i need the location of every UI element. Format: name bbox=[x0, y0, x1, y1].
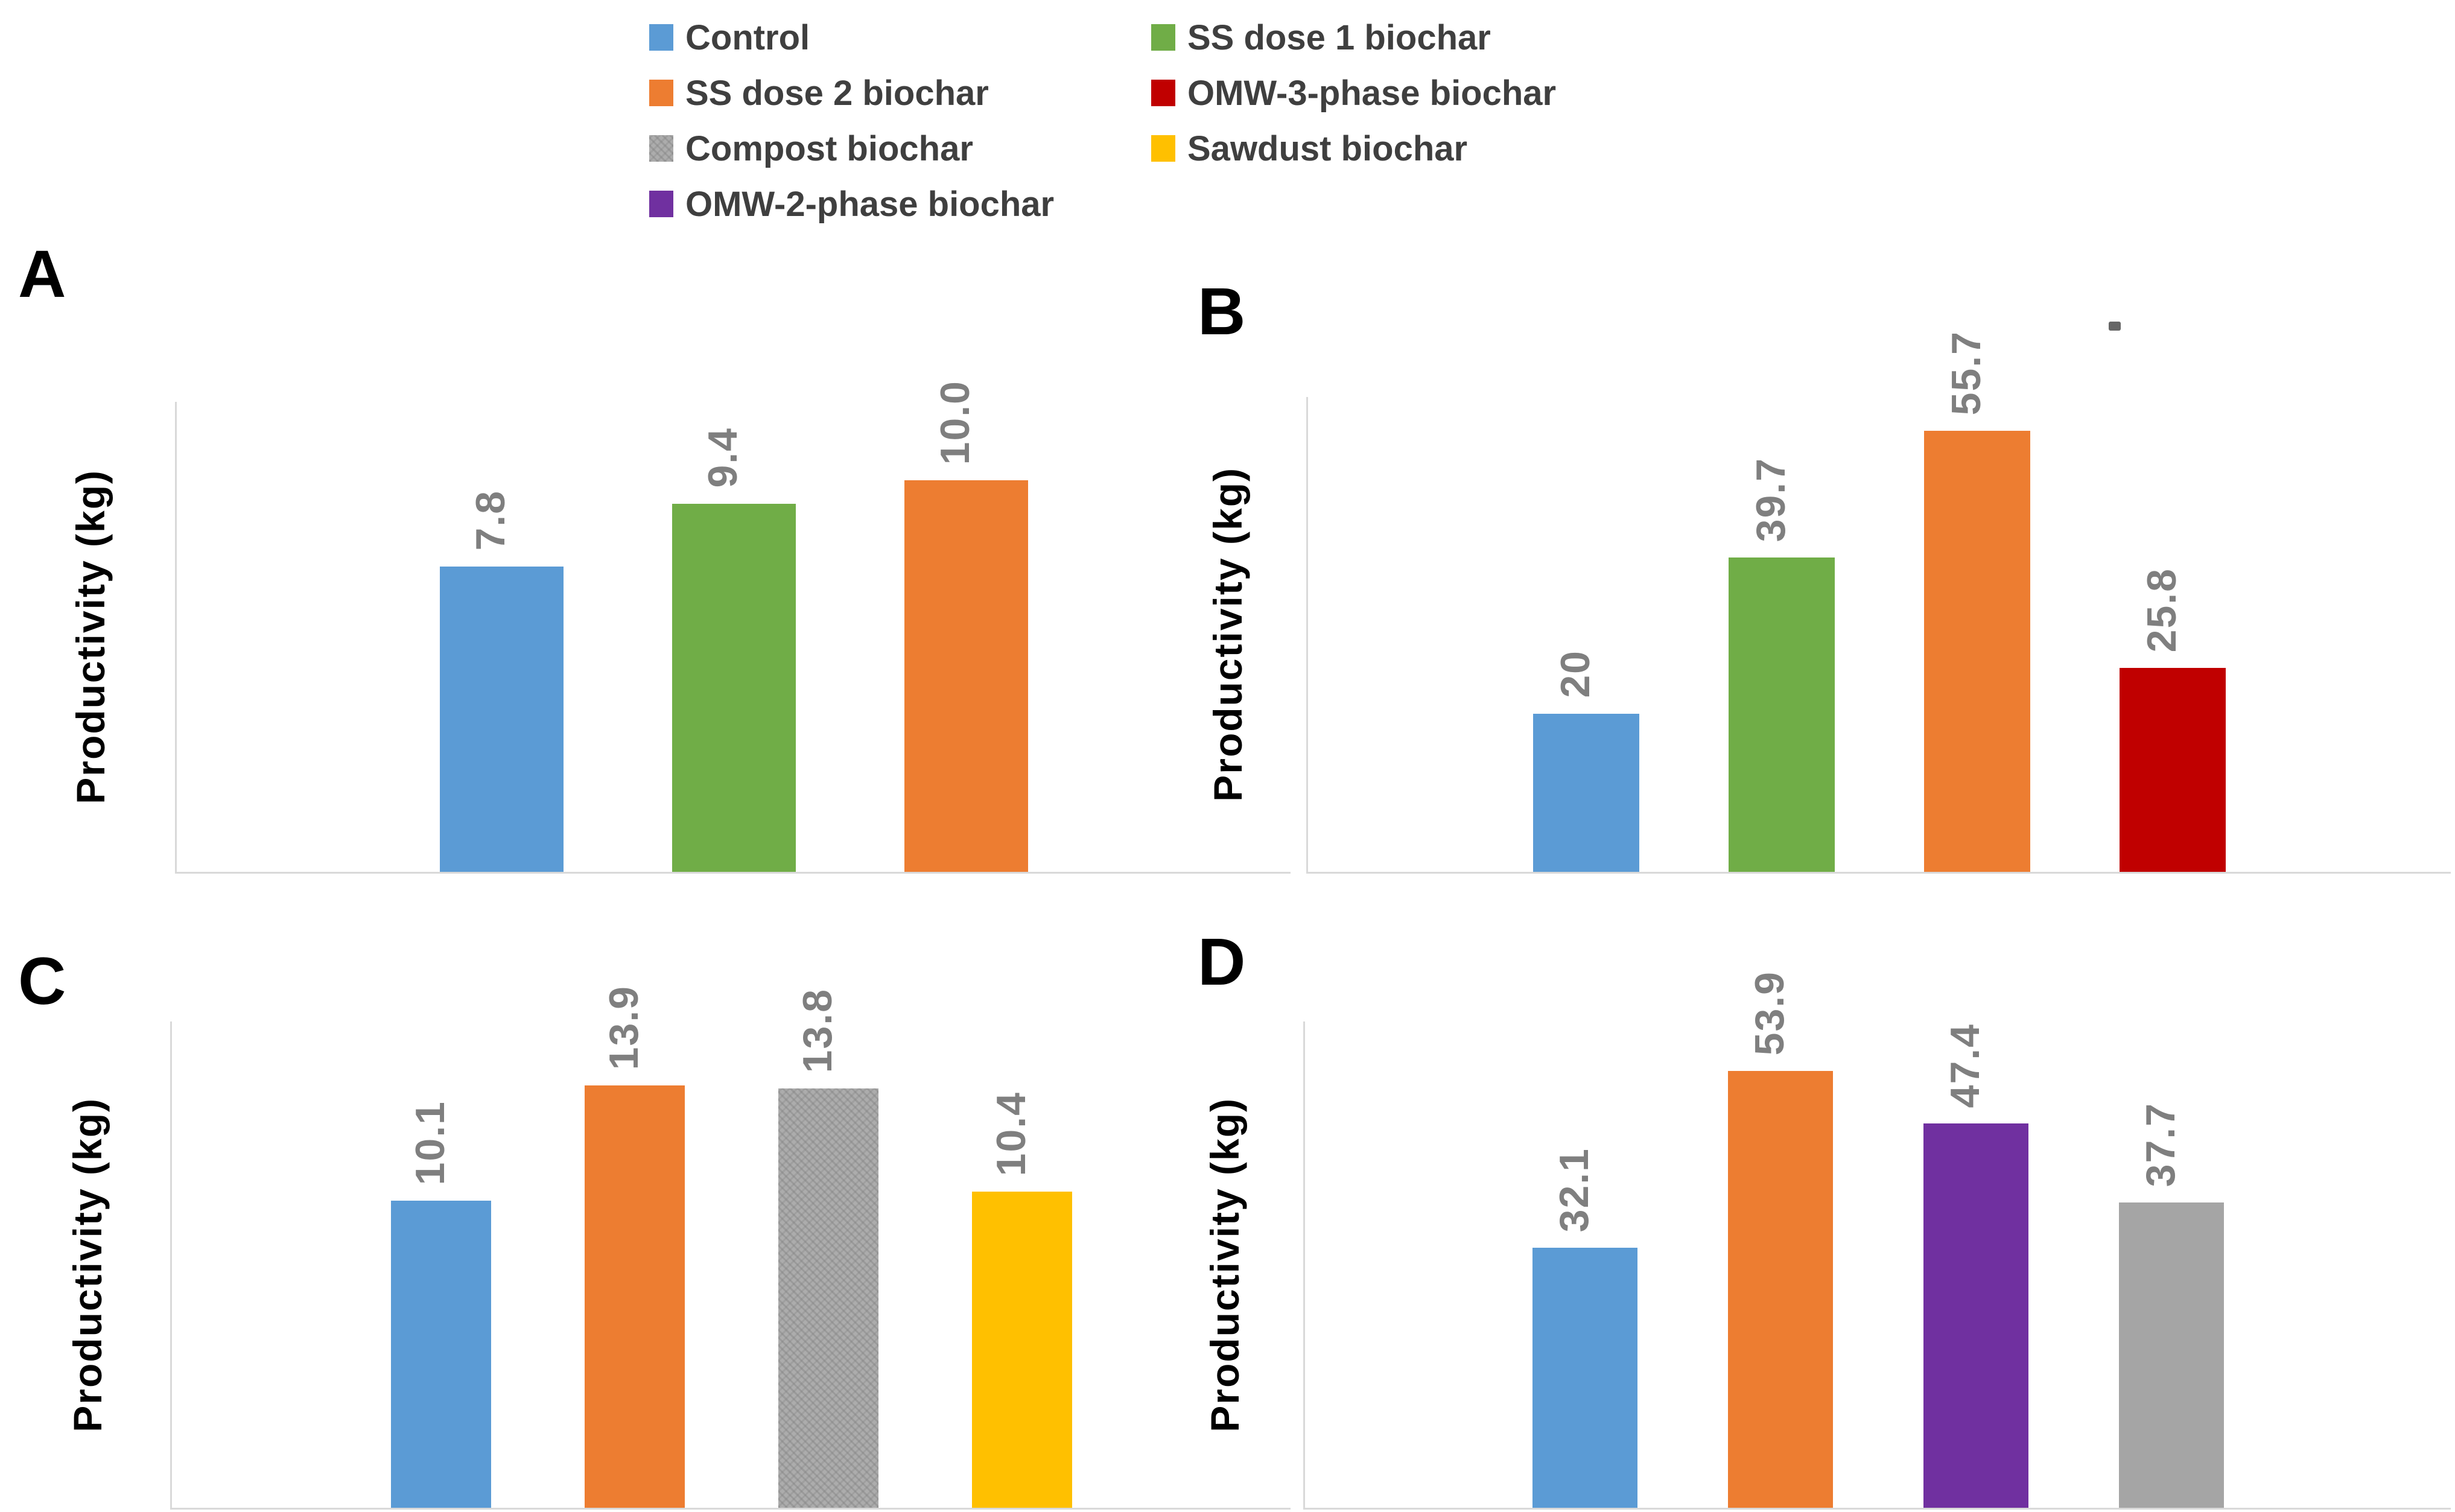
bar-ss-dose-2-biochar bbox=[1727, 1071, 1833, 1508]
bar-value-label: 10.1 bbox=[407, 1100, 453, 1185]
bar-value-label: 55.7 bbox=[1943, 330, 1989, 415]
bar-value-label: 7.8 bbox=[468, 490, 513, 551]
bar-value-label: 39.7 bbox=[1748, 457, 1794, 542]
bar-value-label: 47.4 bbox=[1942, 1023, 1988, 1108]
y-axis-label-text: Productivity (kg) bbox=[65, 1097, 110, 1432]
legend: Control SS dose 1 biochar SS dose 2 biocha… bbox=[649, 10, 1556, 232]
bar-group-ss-dose-2-biochar: 13.9 bbox=[584, 985, 685, 1508]
bar-omw-3-phase-biochar bbox=[2120, 668, 2226, 872]
bar-group-ss-dose-1-biochar: 39.7 bbox=[1729, 457, 1835, 872]
legend-label: OMW-3-phase biochar bbox=[1187, 73, 1557, 113]
y-axis-label-a: Productivity (kg) bbox=[45, 402, 136, 872]
legend-label: SS dose 2 biochar bbox=[685, 73, 989, 113]
bar-value-label: 10.0 bbox=[932, 380, 978, 465]
bar-value-label: 10.4 bbox=[988, 1091, 1034, 1176]
bar-value-label: 13.9 bbox=[600, 985, 647, 1070]
legend-swatch-omw-3-phase-biochar bbox=[1151, 80, 1175, 106]
bar-value-label: 53.9 bbox=[1746, 970, 1793, 1055]
legend-item-ss-dose-2-biochar: SS dose 2 biochar bbox=[649, 65, 1151, 121]
bar-sawdust-biochar bbox=[971, 1192, 1072, 1508]
bar-ss-dose-2-biochar bbox=[1924, 431, 2030, 872]
legend-swatch-compost-biochar bbox=[649, 135, 673, 162]
legend-label: Sawdust biochar bbox=[1187, 129, 1468, 168]
bar-ss-dose-2-biochar bbox=[584, 1085, 685, 1508]
bar-ss-dose-1-biochar bbox=[1729, 557, 1835, 872]
bar-compost-biochar bbox=[778, 1088, 878, 1508]
bar-value-label: 9.4 bbox=[700, 427, 746, 488]
bar-group-ss-dose-2-biochar: 55.7 bbox=[1924, 331, 2030, 872]
panel-label-d: D bbox=[1198, 925, 1246, 999]
legend-swatch-omw-2-phase-biochar bbox=[649, 191, 673, 217]
bar-group-control: 32.1 bbox=[1532, 1148, 1637, 1508]
bar-group-ss-dose-2-biochar: 10.0 bbox=[904, 380, 1028, 872]
bar-value-label: 37.7 bbox=[2137, 1102, 2183, 1187]
legend-item-omw-2-phase-biochar: OMW-2-phase biochar bbox=[649, 176, 1151, 232]
panel-label-b: B bbox=[1198, 275, 1246, 349]
plot-area-c: 10.1 13.9 13.8 10.4 bbox=[170, 985, 1291, 1510]
bar-group-compost-biochar: 13.8 bbox=[778, 988, 878, 1508]
bar-control bbox=[1533, 714, 1639, 872]
y-axis-label-c: Productivity (kg) bbox=[42, 1021, 133, 1508]
plot-area-b: 20 39.7 55.7 25.8 bbox=[1306, 331, 2451, 874]
legend-swatch-control bbox=[649, 24, 673, 51]
legend-swatch-ss-dose-2-biochar bbox=[649, 80, 673, 106]
bar-value-label: 13.8 bbox=[794, 988, 840, 1073]
bar-ss-dose-1-biochar bbox=[672, 504, 796, 872]
bar-compost-biochar bbox=[2118, 1202, 2224, 1508]
legend-label: Control bbox=[685, 17, 810, 57]
legend-label: SS dose 1 biochar bbox=[1187, 17, 1491, 57]
panel-label-a: A bbox=[18, 237, 66, 311]
legend-item-compost-biochar: Compost biochar bbox=[649, 121, 1151, 176]
legend-item-sawdust-biochar: Sawdust biochar bbox=[1151, 121, 1556, 176]
bar-group-ss-dose-1-biochar: 9.4 bbox=[672, 427, 796, 872]
bar-value-label: 32.1 bbox=[1551, 1147, 1597, 1232]
legend-label: OMW-2-phase biochar bbox=[685, 184, 1055, 224]
bar-value-label: 25.8 bbox=[2139, 567, 2185, 652]
plot-area-a: 7.8 9.4 10.0 bbox=[175, 380, 1291, 874]
bar-group-control: 7.8 bbox=[439, 490, 564, 872]
bar-group-omw-3-phase-biochar: 25.8 bbox=[2120, 568, 2226, 872]
stray-dot-annotation bbox=[2109, 322, 2121, 331]
bar-value-label: 20 bbox=[1552, 650, 1598, 698]
legend-label: Compost biochar bbox=[685, 129, 973, 168]
bar-group-control: 20 bbox=[1533, 650, 1639, 872]
plot-area-d: 32.1 53.9 47.4 37.7 bbox=[1303, 971, 2451, 1510]
bar-group-compost-biochar: 37.7 bbox=[2118, 1102, 2224, 1508]
legend-item-control: Control bbox=[649, 10, 1151, 65]
legend-swatch-sawdust-biochar bbox=[1151, 135, 1175, 162]
bar-group-omw-2-phase-biochar: 47.4 bbox=[1923, 1023, 2028, 1508]
legend-swatch-ss-dose-1-biochar bbox=[1151, 24, 1175, 51]
bar-control bbox=[439, 567, 564, 872]
bar-control bbox=[390, 1201, 491, 1508]
bar-control bbox=[1532, 1248, 1637, 1508]
bar-group-ss-dose-2-biochar: 53.9 bbox=[1727, 970, 1833, 1508]
panel-label-c: C bbox=[18, 944, 66, 1018]
bar-group-control: 10.1 bbox=[390, 1100, 491, 1508]
bar-ss-dose-2-biochar bbox=[904, 480, 1028, 872]
bar-group-sawdust-biochar: 10.4 bbox=[971, 1091, 1072, 1508]
legend-item-omw-3-phase-biochar: OMW-3-phase biochar bbox=[1151, 65, 1556, 121]
bar-omw-2-phase-biochar bbox=[1923, 1123, 2028, 1508]
y-axis-label-text: Productivity (kg) bbox=[68, 469, 113, 804]
legend-item-ss-dose-1-biochar: SS dose 1 biochar bbox=[1151, 10, 1556, 65]
